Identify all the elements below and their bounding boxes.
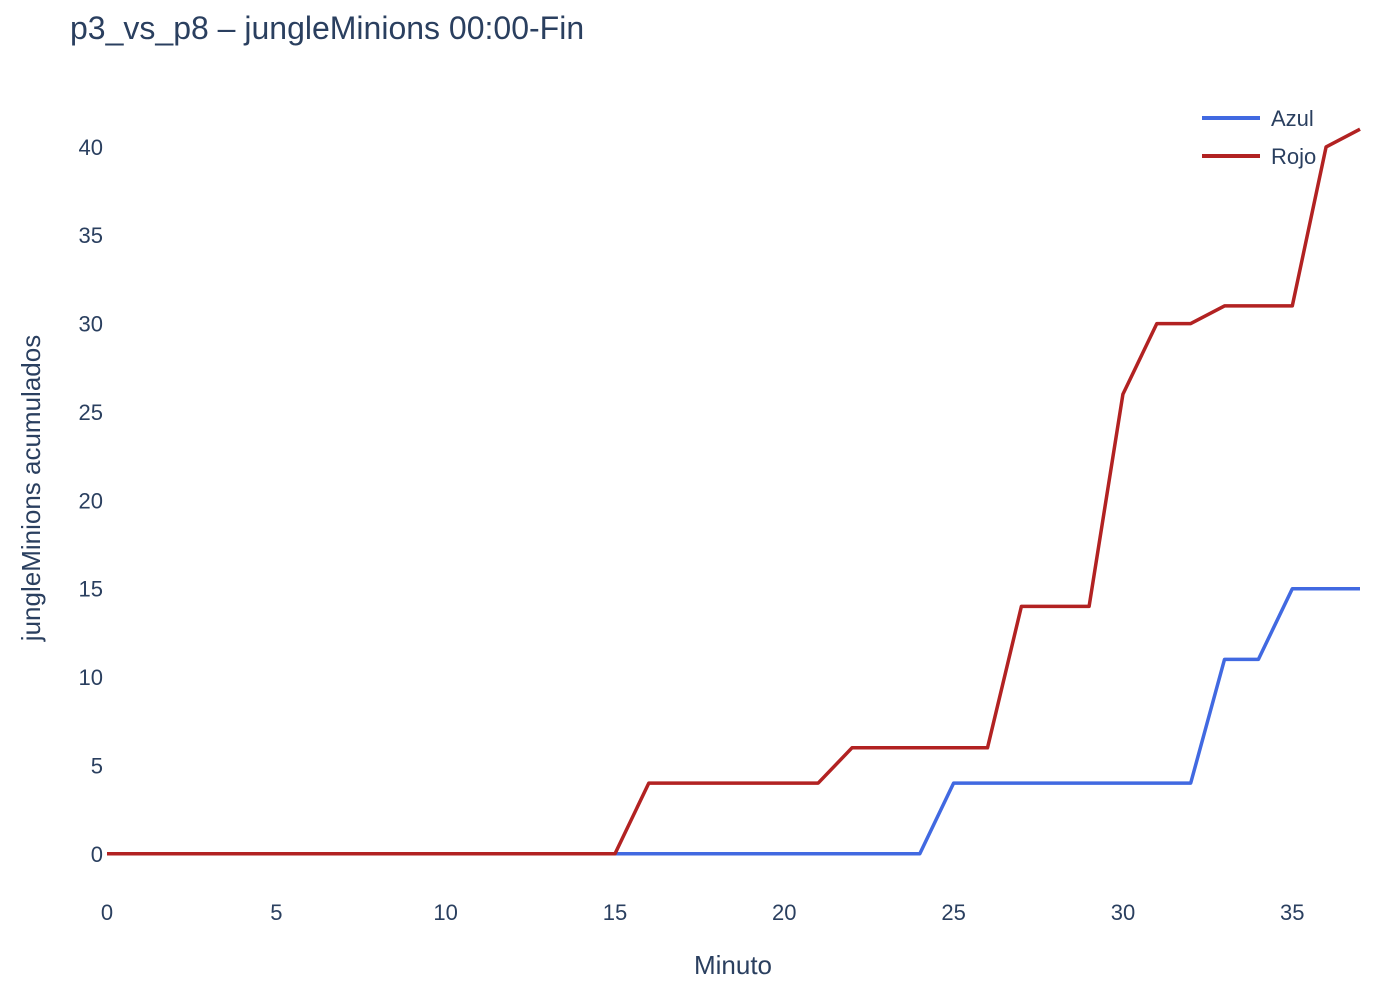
legend-item-azul[interactable]: Azul xyxy=(1202,106,1314,131)
y-tick-label: 0 xyxy=(91,842,103,867)
x-tick-label: 35 xyxy=(1280,900,1304,925)
legend-item-rojo[interactable]: Rojo xyxy=(1202,144,1316,169)
y-tick-label: 30 xyxy=(79,312,103,337)
x-tick-label: 5 xyxy=(270,900,282,925)
x-tick-label: 20 xyxy=(772,900,796,925)
y-axis-ticks: 0 5 10 15 20 25 30 35 40 xyxy=(79,135,103,867)
x-tick-label: 10 xyxy=(433,900,457,925)
x-tick-label: 25 xyxy=(941,900,965,925)
x-tick-label: 0 xyxy=(101,900,113,925)
y-tick-label: 5 xyxy=(91,753,103,778)
series-lines xyxy=(107,127,1361,856)
x-axis-ticks: 0 5 10 15 20 25 30 35 xyxy=(101,900,1305,925)
legend[interactable]: Azul Rojo xyxy=(1202,106,1316,169)
y-tick-label: 10 xyxy=(79,665,103,690)
series-line-rojo xyxy=(107,127,1361,856)
y-tick-label: 20 xyxy=(79,488,103,513)
y-tick-label: 15 xyxy=(79,577,103,602)
y-tick-label: 40 xyxy=(79,135,103,160)
x-tick-label: 15 xyxy=(603,900,627,925)
y-tick-label: 25 xyxy=(79,400,103,425)
x-tick-label: 30 xyxy=(1111,900,1135,925)
x-axis-label: Minuto xyxy=(694,950,772,980)
y-tick-label: 35 xyxy=(79,223,103,248)
legend-label: Azul xyxy=(1271,106,1314,131)
chart-title: p3_vs_p8 – jungleMinions 00:00-Fin xyxy=(70,10,584,46)
y-axis-label: jungleMinions acumulados xyxy=(16,335,46,642)
series-line-azul xyxy=(107,586,1360,856)
legend-label: Rojo xyxy=(1271,144,1316,169)
